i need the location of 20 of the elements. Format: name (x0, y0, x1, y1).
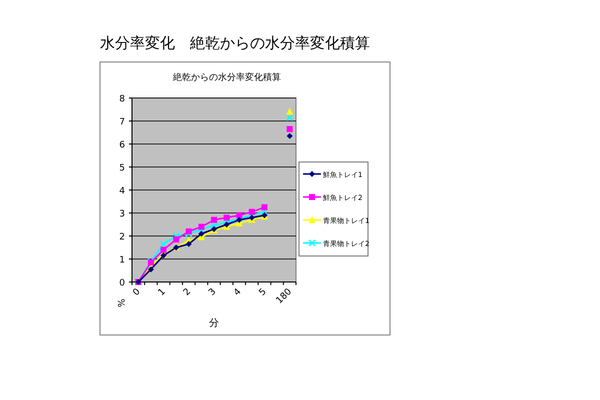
y-tick-label: 4 (119, 186, 126, 196)
y-axis-title: % (115, 298, 125, 308)
y-tick-label: 7 (119, 118, 125, 128)
y-tick-label: 2 (119, 232, 125, 242)
x-tick-label: 5 (258, 286, 269, 298)
y-tick-label: 6 (119, 140, 126, 150)
chart-subtitle: 絶乾からの水分率変化積算 (172, 72, 281, 83)
x-axis-title: 分 (209, 317, 219, 329)
chart-title: 水分率変化 絶乾からの水分率変化積算 (100, 34, 370, 52)
y-tick-label: 0 (119, 278, 126, 288)
y-tick-label: 5 (119, 164, 125, 174)
x-tick-label: 0 (131, 286, 143, 298)
x-tick-label: 3 (207, 286, 218, 298)
x-tick-label: 180 (274, 286, 294, 306)
y-tick-label: 1 (119, 256, 125, 266)
y-tick-label: 3 (119, 210, 125, 220)
x-tick-label: 1 (156, 286, 168, 298)
x-tick-label: 2 (182, 286, 194, 298)
x-tick-label: 4 (232, 286, 244, 298)
y-tick-label: 8 (119, 94, 126, 104)
